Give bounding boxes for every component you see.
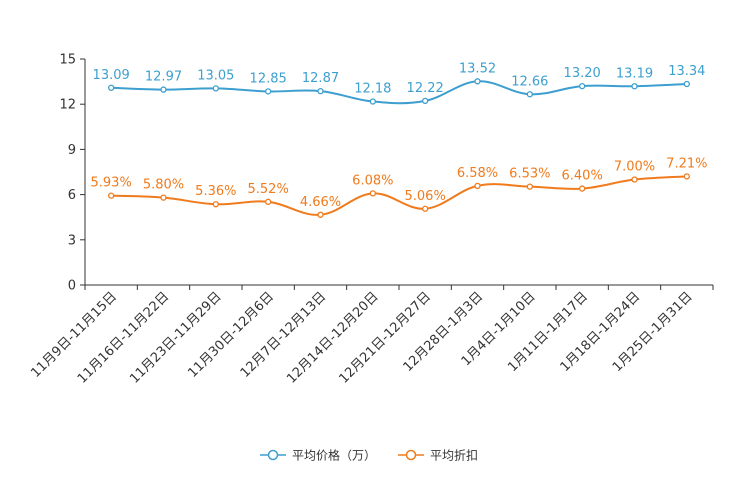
legend-item-discount[interactable]: 平均折扣 [398, 448, 478, 463]
data-label: 12.87 [302, 71, 339, 86]
data-point [369, 190, 376, 197]
series-line [111, 80, 687, 105]
data-point [579, 82, 586, 90]
data-point [160, 194, 167, 201]
data-label: 13.20 [564, 66, 601, 81]
legend-item-price[interactable]: 平均价格（万） [260, 448, 376, 463]
data-point [526, 91, 533, 98]
x-tick-label: 12月21日-12月27日 [337, 289, 434, 386]
y-tick-label: 15 [59, 53, 76, 68]
data-label: 13.52 [459, 61, 496, 76]
x-tick-label: 11月9日-11月15日 [28, 289, 120, 381]
data-label: 5.06% [405, 189, 446, 204]
data-label: 13.34 [668, 64, 705, 79]
data-point [422, 205, 429, 212]
data-point [108, 84, 115, 91]
data-label: 7.00% [614, 160, 655, 175]
data-label: 13.09 [93, 68, 130, 83]
series-price: 13.09 12.97 13.05 12.85 12.87 12.18 12.22 13.52… [93, 61, 705, 105]
data-point [212, 85, 219, 92]
data-point [212, 201, 219, 208]
x-tick-label: 11月16日-11月22日 [75, 289, 172, 386]
series-discount: 5.93% 5.80% 5.36% 5.52% 4.66% 6.08% 5.06% 6.58%… [91, 156, 707, 218]
data-label: 4.66% [300, 195, 341, 210]
data-label: 12.66 [511, 74, 548, 89]
data-label: 6.08% [352, 173, 393, 188]
y-ticks: 0 3 6 9 12 15 [59, 53, 85, 294]
legend: 平均价格（万） 平均折扣 [260, 448, 478, 463]
y-tick-label: 0 [68, 279, 76, 294]
data-label: 12.85 [250, 71, 287, 86]
data-label: 5.36% [195, 184, 236, 199]
data-point [265, 88, 272, 95]
data-point [317, 211, 324, 218]
x-ticks: 11月9日-11月15日11月16日-11月22日11月23日-11月29日11… [28, 285, 714, 387]
data-label: 13.19 [616, 66, 653, 81]
data-point [631, 83, 638, 90]
y-tick-label: 6 [68, 188, 76, 203]
data-point [474, 78, 481, 85]
data-point [631, 176, 638, 183]
series-line [111, 175, 687, 216]
data-point [108, 192, 115, 199]
data-label: 5.80% [143, 178, 184, 193]
data-label: 12.18 [354, 81, 391, 96]
data-label: 6.40% [562, 169, 603, 184]
data-point [160, 86, 167, 93]
data-label: 12.97 [145, 70, 182, 85]
data-label: 7.21% [666, 156, 707, 171]
data-label: 6.58% [457, 166, 498, 181]
data-point [422, 97, 429, 105]
x-tick-label: 11月23日-11月29日 [127, 289, 224, 386]
series-layer: 13.09 12.97 13.05 12.85 12.87 12.18 12.22 13.52… [91, 61, 707, 218]
data-point [317, 87, 324, 95]
data-label: 13.05 [197, 68, 234, 83]
legend-discount-marker [405, 449, 417, 461]
data-point [265, 198, 272, 205]
data-point [683, 80, 690, 88]
legend-price-marker [267, 449, 279, 461]
y-tick-label: 12 [59, 98, 76, 113]
data-label: 6.53% [509, 167, 550, 182]
data-label: 5.93% [91, 176, 132, 191]
data-label: 5.52% [248, 182, 289, 197]
data-label: 12.22 [407, 81, 444, 96]
x-tick-label: 12月14日-12月20日 [284, 289, 381, 386]
x-axis: 11月9日-11月15日11月16日-11月22日11月23日-11月29日11… [28, 284, 714, 387]
data-point [369, 98, 376, 105]
y-tick-label: 3 [68, 233, 76, 248]
legend-discount-label: 平均折扣 [430, 448, 478, 463]
y-axis: 0 3 6 9 12 15 [59, 53, 86, 294]
data-point [526, 183, 533, 190]
legend-price-label: 平均价格（万） [292, 448, 376, 463]
data-point [579, 185, 586, 192]
data-point [474, 182, 481, 190]
data-point [683, 173, 690, 180]
y-tick-label: 9 [68, 143, 76, 158]
